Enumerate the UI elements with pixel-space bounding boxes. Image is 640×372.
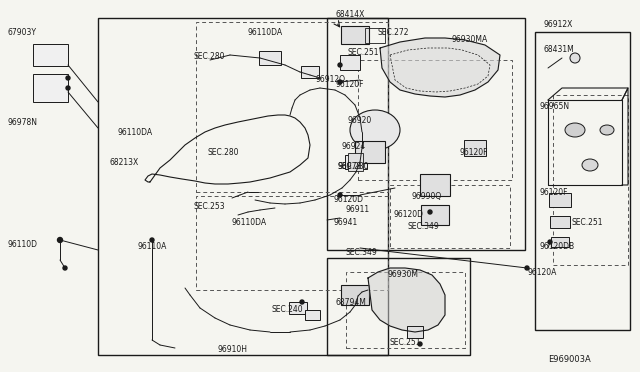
Circle shape bbox=[338, 193, 342, 197]
Bar bbox=[305, 310, 319, 320]
Text: 68213X: 68213X bbox=[110, 158, 140, 167]
Text: 96911: 96911 bbox=[345, 205, 369, 214]
Bar bbox=[550, 216, 570, 228]
Bar bbox=[33, 74, 67, 102]
Text: 96965N: 96965N bbox=[540, 102, 570, 111]
Circle shape bbox=[570, 53, 580, 63]
Bar bbox=[348, 153, 362, 171]
Ellipse shape bbox=[350, 110, 400, 150]
Text: 96120F: 96120F bbox=[335, 80, 364, 89]
Bar bbox=[390, 185, 510, 248]
Text: SEC.280: SEC.280 bbox=[208, 148, 239, 157]
Bar bbox=[553, 95, 628, 265]
Ellipse shape bbox=[565, 123, 585, 137]
Text: 96120D: 96120D bbox=[393, 210, 423, 219]
Circle shape bbox=[63, 266, 67, 270]
Circle shape bbox=[66, 86, 70, 90]
Circle shape bbox=[548, 240, 552, 244]
Circle shape bbox=[58, 237, 63, 243]
Bar bbox=[358, 60, 512, 180]
Text: SEC.240: SEC.240 bbox=[272, 305, 303, 314]
Text: 96120DB: 96120DB bbox=[540, 242, 575, 251]
Text: SEC.251: SEC.251 bbox=[390, 338, 422, 347]
Circle shape bbox=[150, 238, 154, 242]
Text: 96910H: 96910H bbox=[218, 345, 248, 354]
Text: 96120F: 96120F bbox=[460, 148, 488, 157]
Bar bbox=[196, 22, 388, 192]
Bar bbox=[549, 193, 571, 207]
Text: 96120D: 96120D bbox=[333, 195, 363, 204]
Text: 96120F: 96120F bbox=[540, 188, 568, 197]
Text: 96912Q: 96912Q bbox=[316, 75, 346, 84]
Bar bbox=[98, 18, 388, 355]
Bar bbox=[420, 174, 450, 196]
Ellipse shape bbox=[582, 159, 598, 171]
Circle shape bbox=[66, 76, 70, 80]
Text: SEC.272: SEC.272 bbox=[378, 28, 410, 37]
Bar bbox=[327, 18, 525, 250]
Bar bbox=[464, 140, 486, 156]
Text: SEC.349: SEC.349 bbox=[345, 248, 377, 257]
Text: 96110DA: 96110DA bbox=[232, 218, 267, 227]
Text: 96110DA: 96110DA bbox=[248, 28, 283, 37]
Bar bbox=[346, 272, 465, 348]
Text: 96120A: 96120A bbox=[527, 268, 556, 277]
Bar bbox=[345, 155, 367, 169]
Circle shape bbox=[418, 342, 422, 346]
Bar bbox=[355, 141, 385, 163]
Bar bbox=[535, 32, 630, 330]
Circle shape bbox=[338, 63, 342, 67]
Bar bbox=[341, 285, 369, 305]
Text: 96110A: 96110A bbox=[138, 242, 168, 251]
Text: 96930MA: 96930MA bbox=[452, 35, 488, 44]
Text: 96990Q: 96990Q bbox=[412, 192, 442, 201]
Bar bbox=[407, 326, 423, 338]
Circle shape bbox=[338, 80, 342, 84]
Text: SEC.251: SEC.251 bbox=[572, 218, 604, 227]
Text: 67903Y: 67903Y bbox=[8, 28, 37, 37]
Bar bbox=[327, 258, 470, 355]
Bar bbox=[196, 196, 388, 290]
Text: 96924: 96924 bbox=[342, 142, 366, 151]
Bar bbox=[33, 44, 67, 66]
Text: 96912X: 96912X bbox=[543, 20, 572, 29]
Text: SEC.349: SEC.349 bbox=[408, 222, 440, 231]
Circle shape bbox=[428, 210, 432, 214]
Text: 68431M: 68431M bbox=[543, 45, 573, 54]
Text: SEC.251: SEC.251 bbox=[348, 48, 380, 57]
Polygon shape bbox=[380, 38, 500, 97]
Circle shape bbox=[570, 53, 580, 63]
Text: 68794M: 68794M bbox=[335, 298, 366, 307]
Bar bbox=[551, 237, 569, 247]
Text: E969003A: E969003A bbox=[548, 355, 591, 364]
Bar bbox=[341, 26, 369, 44]
Circle shape bbox=[525, 266, 529, 270]
Text: 96978N: 96978N bbox=[8, 118, 38, 127]
Text: 96930M: 96930M bbox=[388, 270, 419, 279]
Text: 96110DA: 96110DA bbox=[118, 128, 153, 137]
Text: 96110D: 96110D bbox=[8, 240, 38, 249]
Bar bbox=[259, 51, 281, 65]
Text: 96941: 96941 bbox=[333, 218, 357, 227]
Text: 68414X: 68414X bbox=[335, 10, 364, 19]
Bar bbox=[301, 66, 319, 78]
Polygon shape bbox=[368, 268, 445, 332]
Bar bbox=[340, 55, 360, 70]
Bar bbox=[289, 302, 307, 314]
Text: SEC.253: SEC.253 bbox=[193, 202, 225, 211]
Bar bbox=[421, 205, 449, 225]
Text: 96978: 96978 bbox=[338, 162, 362, 171]
Text: 96920: 96920 bbox=[348, 116, 372, 125]
Ellipse shape bbox=[600, 125, 614, 135]
Text: SEC.280: SEC.280 bbox=[338, 162, 369, 171]
Bar bbox=[365, 28, 385, 42]
Circle shape bbox=[300, 300, 304, 304]
Text: SEC.280: SEC.280 bbox=[193, 52, 225, 61]
